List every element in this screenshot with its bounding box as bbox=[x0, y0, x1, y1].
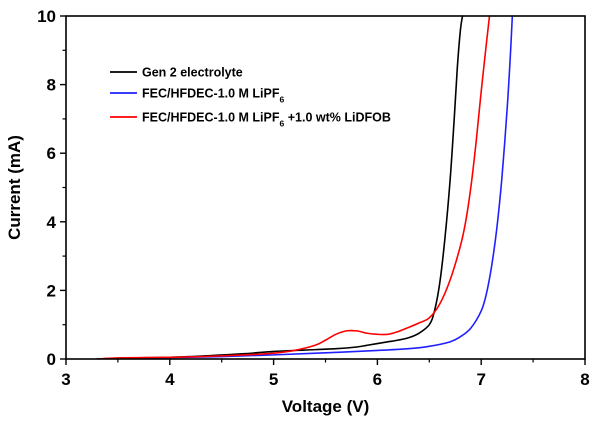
series-line-1 bbox=[96, 15, 464, 359]
series-line-3 bbox=[96, 15, 491, 359]
legend-text-part: FEC/HFDEC-1.0 M LiPF bbox=[142, 87, 280, 101]
y-tick-label: 10 bbox=[37, 7, 56, 26]
x-tick-label: 6 bbox=[373, 370, 382, 389]
legend-text-part: +1.0 wt% LiDFOB bbox=[284, 111, 391, 125]
y-tick-label: 8 bbox=[47, 76, 56, 95]
y-tick-label: 6 bbox=[47, 144, 56, 163]
x-tick-label: 8 bbox=[580, 370, 589, 389]
x-axis-title: Voltage (V) bbox=[282, 397, 370, 416]
y-tick-label: 2 bbox=[47, 281, 56, 300]
x-tick-label: 3 bbox=[61, 370, 70, 389]
legend-text-part: Gen 2 electrolyte bbox=[142, 66, 243, 80]
legend-label-1: Gen 2 electrolyte bbox=[142, 66, 243, 80]
legend-label-2: FEC/HFDEC-1.0 M LiPF6 bbox=[142, 87, 285, 105]
legend-subscript: 6 bbox=[280, 95, 285, 105]
y-tick-label: 0 bbox=[47, 350, 56, 369]
x-tick-label: 5 bbox=[269, 370, 278, 389]
legend-subscript: 6 bbox=[280, 119, 285, 129]
series-layer bbox=[96, 15, 514, 359]
legend-text-part: FEC/HFDEC-1.0 M LiPF bbox=[142, 111, 280, 125]
x-tick-label: 4 bbox=[165, 370, 175, 389]
axes-layer: 3 4 5 6 7 8 0 2 4 6 8 10 bbox=[37, 7, 590, 389]
legend-label-3: FEC/HFDEC-1.0 M LiPF6 +1.0 wt% LiDFOB bbox=[142, 111, 391, 129]
x-tick-label: 7 bbox=[476, 370, 485, 389]
y-axis-title: Current (mA) bbox=[5, 135, 24, 240]
y-tick-label: 4 bbox=[47, 213, 57, 232]
